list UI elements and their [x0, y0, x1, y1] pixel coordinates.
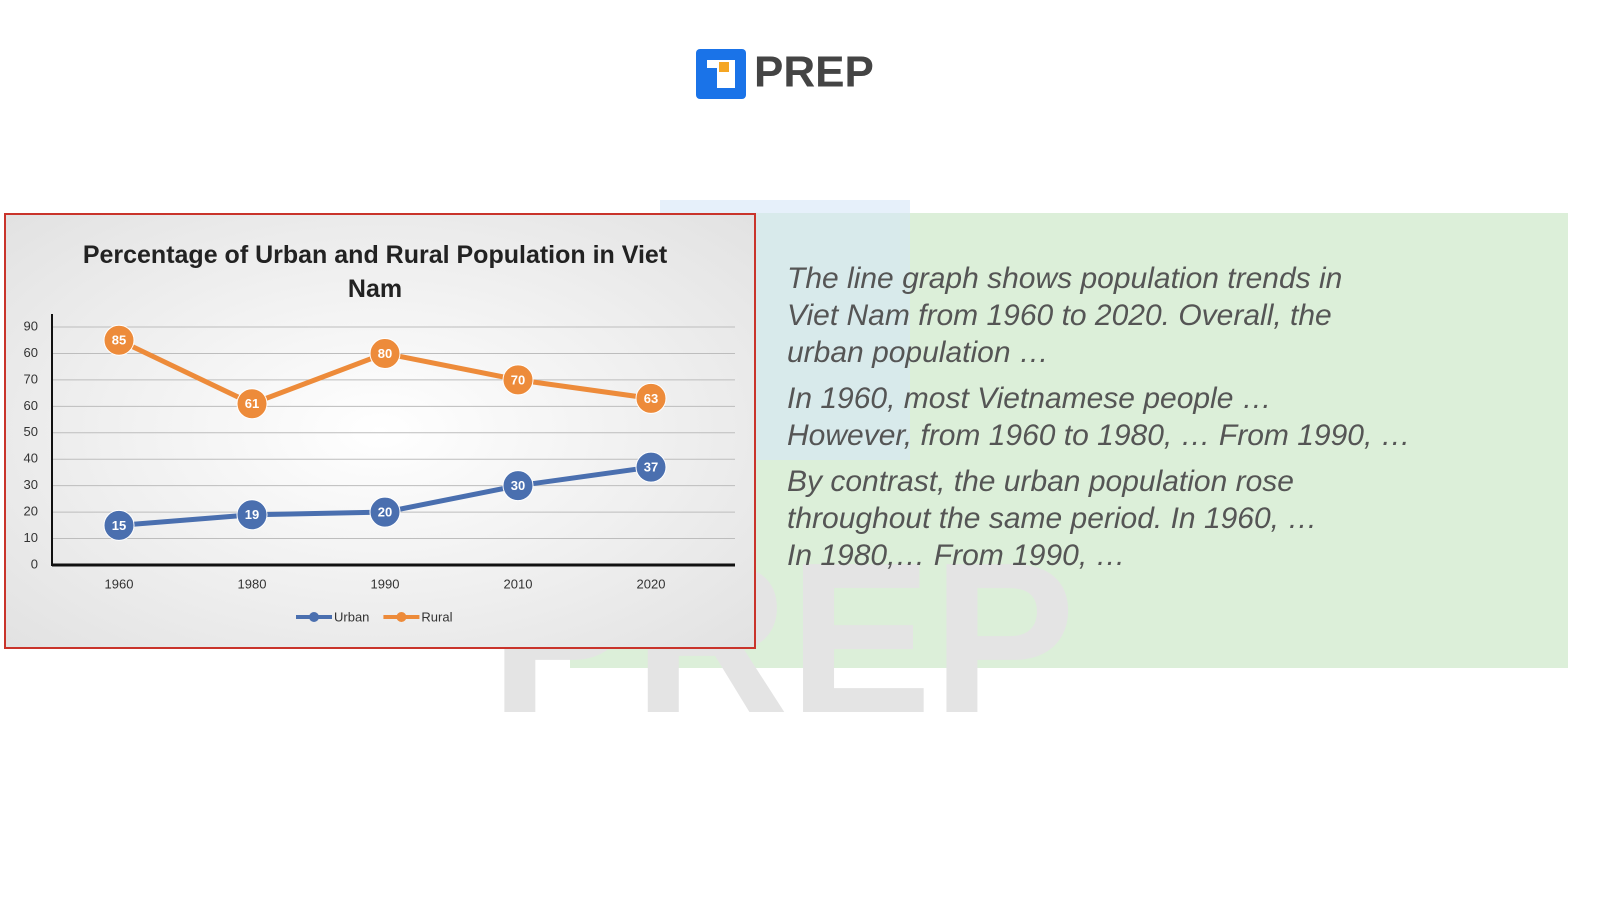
- paragraph-line: Viet Nam from 1960 to 2020. Overall, the: [787, 299, 1332, 332]
- data-label: 80: [378, 346, 392, 361]
- x-tick-label: 1990: [371, 576, 400, 591]
- paragraph-line: In 1960, most Vietnamese people …: [787, 382, 1272, 415]
- x-tick-label: 2010: [504, 576, 533, 591]
- paragraph-line: The line graph shows population trends i…: [787, 262, 1342, 295]
- paragraph-line: urban population …: [787, 336, 1049, 369]
- data-point: [103, 509, 135, 541]
- x-tick-label: 2020: [637, 576, 666, 591]
- data-label: 63: [644, 391, 658, 406]
- legend-marker: [309, 612, 319, 622]
- y-tick-label: 60: [24, 345, 38, 360]
- x-tick-label: 1960: [105, 576, 134, 591]
- y-tick-label: 60: [24, 398, 38, 413]
- data-label: 30: [511, 478, 525, 493]
- paragraph-line: However, from 1960 to 1980, … From 1990,…: [787, 419, 1411, 452]
- data-point: [369, 496, 401, 528]
- y-tick-label: 40: [24, 451, 38, 466]
- chart-title: Percentage of Urban and Rural Population…: [82, 241, 668, 303]
- data-label: 15: [112, 518, 126, 533]
- data-label: 19: [245, 507, 259, 522]
- legend-label: Rural: [421, 609, 452, 624]
- y-tick-label: 30: [24, 477, 38, 492]
- data-point: [635, 382, 667, 414]
- data-point: [103, 324, 135, 356]
- legend-marker: [396, 612, 407, 622]
- data-label: 20: [378, 505, 392, 520]
- data-point: [236, 388, 268, 420]
- y-tick-label: 70: [24, 371, 38, 386]
- paragraph-line: throughout the same period. In 1960, …: [787, 502, 1317, 535]
- data-label: 61: [245, 396, 259, 411]
- data-point: [236, 499, 268, 531]
- y-tick-label: 0: [31, 556, 38, 571]
- paragraph-line: In 1980,… From 1990, …: [787, 539, 1126, 572]
- data-point: [502, 470, 534, 502]
- data-label: 85: [112, 333, 126, 348]
- y-tick-label: 50: [24, 424, 38, 439]
- logo-icon: [696, 49, 746, 99]
- data-label: 37: [644, 460, 658, 475]
- data-point: [635, 451, 667, 483]
- chart-frame: [4, 213, 756, 649]
- legend-label: Urban: [334, 609, 369, 624]
- data-label: 70: [511, 372, 525, 387]
- paragraph-line: By contrast, the urban population rose: [787, 465, 1294, 498]
- y-tick-label: 20: [24, 504, 38, 519]
- y-tick-label: 90: [24, 318, 38, 333]
- y-tick-label: 10: [24, 530, 38, 545]
- logo-text: PREP: [754, 48, 874, 97]
- x-tick-label: 1980: [238, 576, 267, 591]
- data-point: [502, 364, 534, 396]
- data-point: [369, 337, 401, 369]
